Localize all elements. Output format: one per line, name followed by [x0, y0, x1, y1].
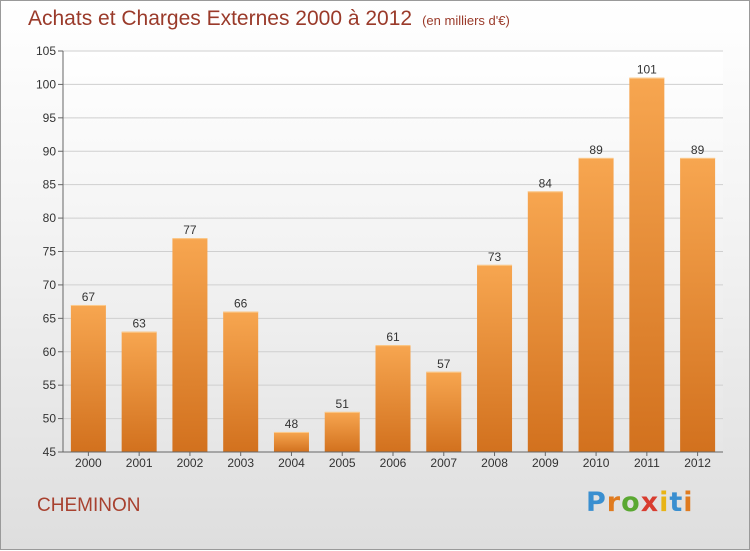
- y-tick-label: 95: [43, 111, 57, 125]
- logo-letter: i: [659, 487, 670, 518]
- x-tick-label-2012: 2012: [684, 456, 711, 470]
- proxiti-logo: Proxiti: [586, 487, 694, 518]
- y-tick-label: 70: [43, 278, 57, 292]
- data-label-2009: 84: [539, 176, 553, 190]
- x-tick-label-2009: 2009: [532, 456, 559, 470]
- bar-2010: [578, 157, 614, 452]
- chart-title: Achats et Charges Externes 2000 à 2012 (e…: [28, 7, 510, 31]
- data-label-2003: 66: [234, 297, 248, 311]
- x-tick-label-2003: 2003: [227, 456, 254, 470]
- data-label-2006: 61: [386, 330, 400, 344]
- y-tick-label: 80: [43, 211, 57, 225]
- data-label-2004: 48: [285, 417, 299, 431]
- bar-2007: [426, 371, 462, 452]
- x-tick-label-2008: 2008: [481, 456, 508, 470]
- logo-letter: r: [606, 487, 622, 518]
- data-label-2000: 67: [82, 290, 96, 304]
- data-label-2001: 63: [132, 317, 146, 331]
- x-tick-label-2000: 2000: [75, 456, 102, 470]
- bar-2008: [477, 264, 513, 452]
- chart-unit: (en milliers d'€): [422, 13, 510, 28]
- logo-letter: x: [640, 487, 660, 518]
- data-label-2011: 101: [637, 63, 657, 77]
- commune-name: CHEMINON: [37, 495, 141, 516]
- bar-2001: [121, 331, 157, 452]
- data-label-2008: 73: [488, 250, 502, 264]
- data-label-2002: 77: [183, 223, 197, 237]
- y-tick-label: 85: [43, 178, 57, 192]
- data-label-2010: 89: [589, 143, 603, 157]
- bar-2002: [172, 238, 208, 452]
- y-tick-label: 90: [43, 144, 57, 158]
- logo-letter: P: [586, 487, 607, 518]
- bar-2003: [223, 311, 259, 452]
- x-tick-label-2002: 2002: [177, 456, 204, 470]
- bar-2009: [527, 191, 563, 452]
- bar-2005: [324, 411, 360, 452]
- y-tick-label: 45: [43, 445, 57, 459]
- bar-2011: [629, 77, 665, 452]
- chart-title-text: Achats et Charges Externes 2000 à 2012: [28, 7, 413, 30]
- y-tick-label: 65: [43, 311, 57, 325]
- x-tick-label-2011: 2011: [634, 456, 660, 470]
- x-tick-label-2006: 2006: [380, 456, 407, 470]
- y-tick-label: 50: [43, 412, 57, 426]
- logo-letter: o: [621, 487, 641, 518]
- x-tick-label-2005: 2005: [329, 456, 356, 470]
- y-tick-label: 55: [43, 378, 57, 392]
- data-label-2012: 89: [691, 143, 705, 157]
- x-tick-label-2007: 2007: [430, 456, 457, 470]
- logo-letter: t: [669, 487, 684, 518]
- x-tick-label-2001: 2001: [126, 456, 153, 470]
- y-tick-label: 100: [36, 77, 56, 91]
- data-label-2005: 51: [336, 397, 350, 411]
- bar-2012: [680, 157, 716, 452]
- y-axis: 45 50 55 60 65 70 75 80 85 90 95 100 105: [36, 44, 64, 459]
- bar-2004: [273, 431, 309, 452]
- x-axis: 2000 2001 2002 2003 2004 2005 2006 2007 2008 2009…: [63, 451, 723, 470]
- data-label-2007: 57: [437, 357, 451, 371]
- x-tick-label-2004: 2004: [278, 456, 305, 470]
- bar-2000: [70, 304, 106, 452]
- y-tick-label: 105: [36, 44, 56, 58]
- x-tick-label-2010: 2010: [583, 456, 610, 470]
- logo-letter: i: [683, 487, 694, 518]
- bars: [70, 77, 716, 452]
- y-tick-label: 60: [43, 345, 57, 359]
- bar-2006: [375, 345, 411, 452]
- data-labels: 67 63 77 66 48 51 61 57 73 84 89 101 89: [82, 63, 705, 431]
- y-tick-label: 75: [43, 245, 57, 259]
